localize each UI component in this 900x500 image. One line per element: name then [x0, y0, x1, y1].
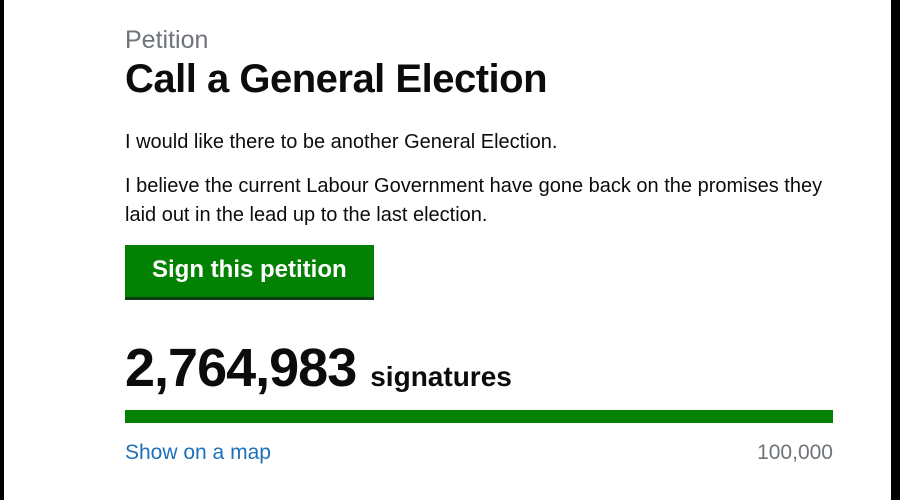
- page-title: Call a General Election: [125, 57, 548, 101]
- progress-meta-row: Show on a map 100,000: [125, 441, 833, 465]
- right-letterbox: [891, 0, 900, 500]
- petition-kicker: Petition: [125, 26, 209, 54]
- threshold-value: 100,000: [757, 441, 833, 464]
- petition-description-line-2: I believe the current Labour Government …: [125, 175, 823, 226]
- show-on-map-link[interactable]: Show on a map: [125, 441, 271, 464]
- left-letterbox: [0, 0, 4, 500]
- petition-page: Petition Call a General Election I would…: [125, 0, 835, 500]
- signature-count: 2,764,983: [125, 338, 357, 398]
- signature-count-row: 2,764,983 signatures: [125, 337, 512, 399]
- progress-fill: [125, 410, 833, 423]
- signatures-label: signatures: [370, 361, 512, 392]
- signature-progress-bar: [125, 410, 833, 423]
- petition-description-line-1: I would like there to be another General…: [125, 131, 558, 153]
- sign-petition-button[interactable]: Sign this petition: [125, 245, 374, 297]
